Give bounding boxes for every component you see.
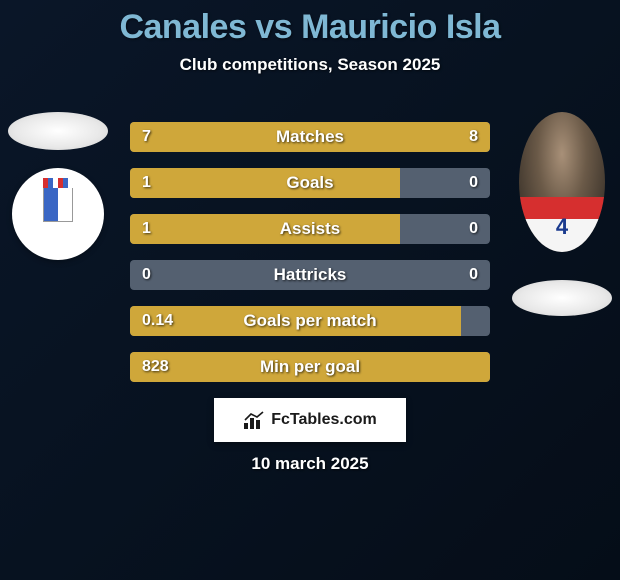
player-right-club-badge-placeholder: [512, 280, 612, 316]
player-left-club-badge: [12, 168, 104, 260]
subtitle: Club competitions, Season 2025: [0, 55, 620, 75]
club-shield-icon: [43, 178, 73, 222]
stat-row: 10Goals: [130, 168, 490, 198]
stat-bar-right-fill: [296, 122, 490, 152]
player-right-column: [512, 112, 612, 316]
page-title: Canales vs Mauricio Isla: [0, 8, 620, 47]
date-text: 10 march 2025: [0, 454, 620, 474]
brand-text: FcTables.com: [271, 411, 377, 429]
stat-row: 828Min per goal: [130, 352, 490, 382]
stat-bar-bg: [130, 260, 490, 290]
stat-row: 0.14Goals per match: [130, 306, 490, 336]
stat-bar-left-fill: [130, 306, 461, 336]
brand-badge[interactable]: FcTables.com: [214, 398, 406, 442]
stat-row: 00Hattricks: [130, 260, 490, 290]
stat-row: 78Matches: [130, 122, 490, 152]
bar-chart-icon: [243, 411, 265, 429]
stat-bar-left-fill: [130, 214, 400, 244]
stat-bar-left-fill: [130, 122, 296, 152]
player-left-avatar-placeholder: [8, 112, 108, 150]
stats-list: 78Matches 10Goals 10Assists 00Hattricks 0.14…: [130, 122, 490, 398]
player-left-column: [8, 112, 108, 260]
stat-bar-left-fill: [130, 168, 400, 198]
comparison-card: Canales vs Mauricio Isla Club competitio…: [0, 0, 620, 580]
stat-row: 10Assists: [130, 214, 490, 244]
player-right-avatar: [519, 112, 605, 252]
stat-bar-left-fill: [130, 352, 490, 382]
